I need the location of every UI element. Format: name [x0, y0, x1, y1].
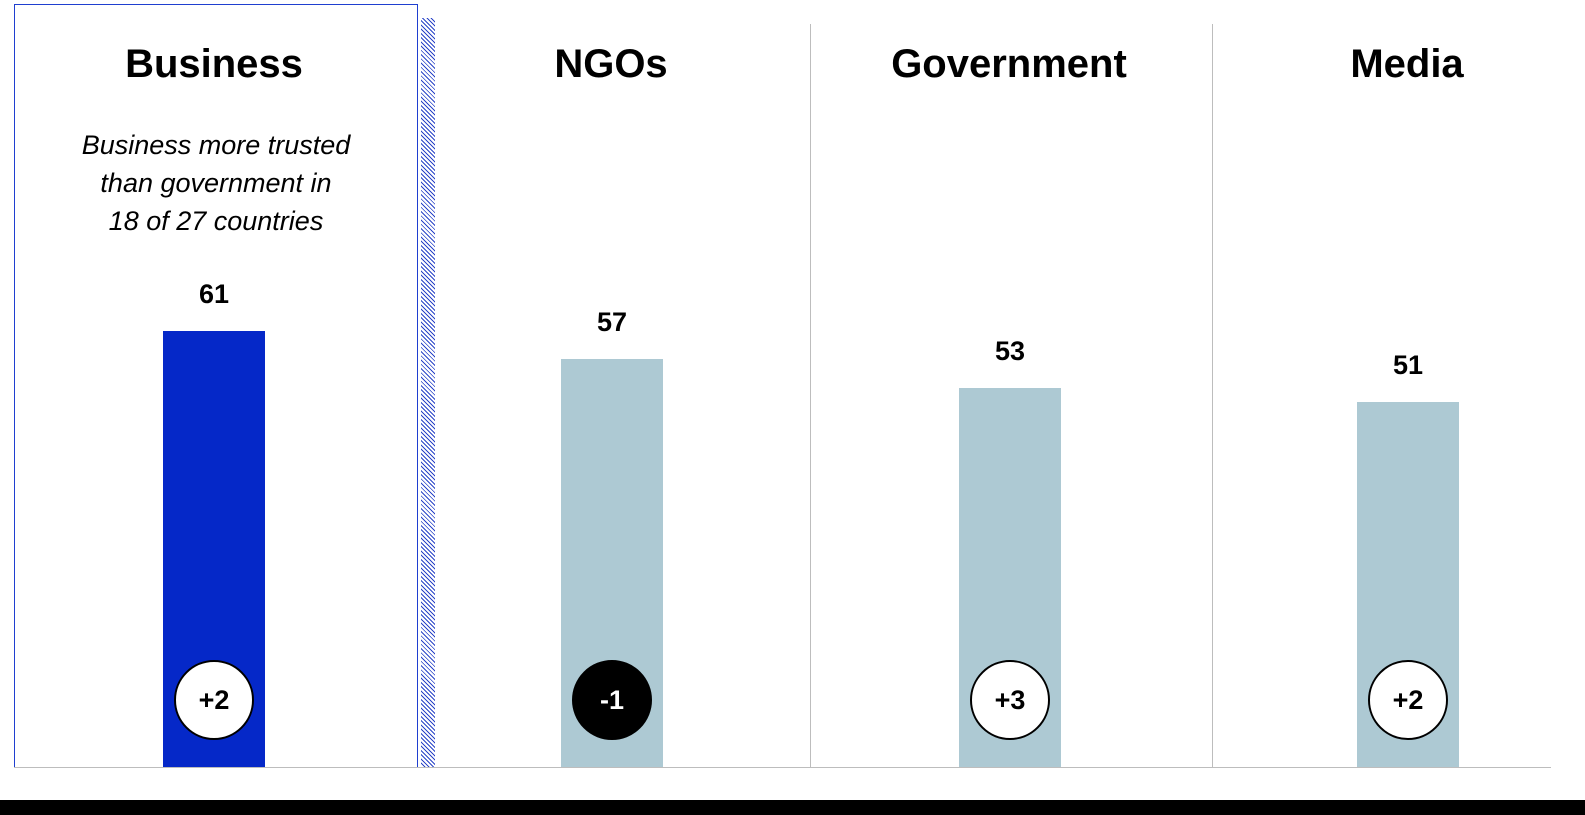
annotation-line: Business more trusted: [81, 130, 351, 160]
change-badge-government: +3: [970, 660, 1050, 740]
change-badge-ngos: -1: [572, 660, 652, 740]
category-title-media: Media: [1350, 42, 1464, 86]
column-divider: [810, 24, 811, 768]
hatched-separator: [421, 18, 435, 768]
value-label-business: 61: [198, 278, 230, 309]
business-annotation: Business more trusted than government in…: [14, 126, 418, 240]
value-label-ngos: 57: [596, 307, 628, 338]
footer-bar: [0, 800, 1585, 815]
change-badge-media: +2: [1368, 660, 1448, 740]
value-label-government: 53: [994, 336, 1026, 367]
annotation-line: than government in: [100, 168, 332, 198]
change-badge-business: +2: [174, 660, 254, 740]
category-title-business: Business: [125, 42, 303, 86]
category-title-ngos: NGOs: [554, 42, 668, 86]
value-label-media: 51: [1392, 350, 1424, 381]
chart-baseline: [14, 767, 1551, 768]
annotation-line: 18 of 27 countries: [108, 206, 324, 236]
category-title-government: Government: [891, 42, 1127, 86]
column-divider: [1212, 24, 1213, 768]
